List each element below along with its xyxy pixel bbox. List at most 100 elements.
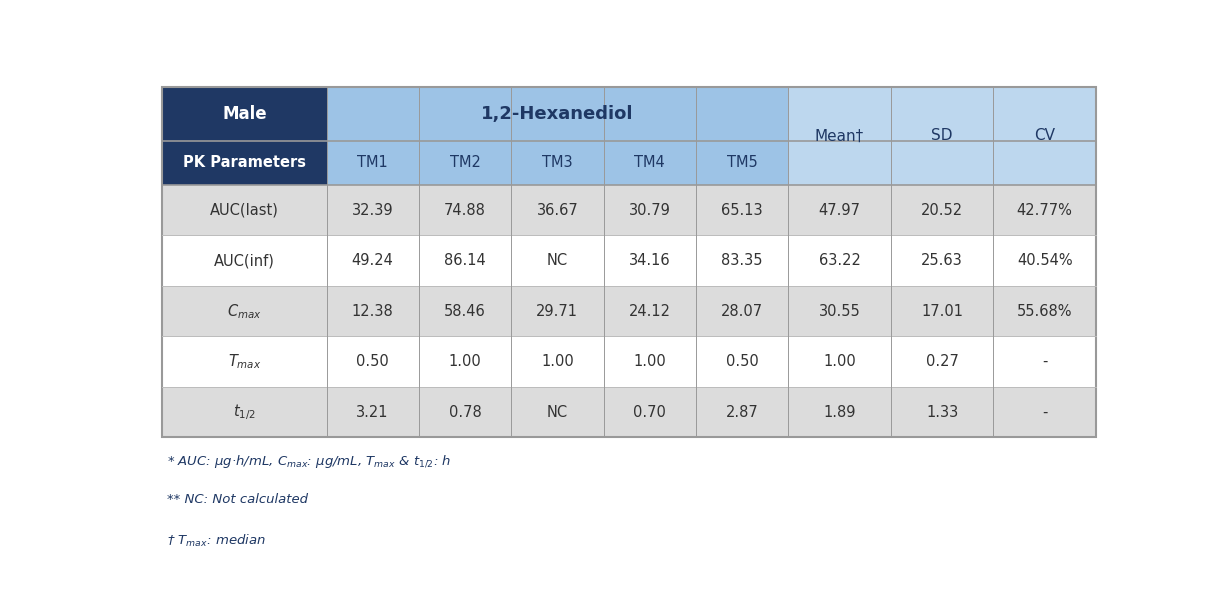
Bar: [511, 286, 603, 336]
Bar: [511, 141, 603, 185]
Text: 49.24: 49.24: [352, 253, 394, 268]
Text: 0.70: 0.70: [634, 405, 667, 419]
Bar: [511, 387, 603, 438]
Text: 1.00: 1.00: [823, 354, 856, 369]
Text: 47.97: 47.97: [818, 203, 861, 218]
Bar: [788, 387, 890, 438]
Bar: [788, 286, 890, 336]
Bar: [603, 236, 696, 286]
Bar: [993, 336, 1096, 387]
Text: 20.52: 20.52: [921, 203, 964, 218]
Text: 34.16: 34.16: [629, 253, 670, 268]
Text: NC: NC: [547, 253, 567, 268]
Bar: [890, 286, 993, 336]
Text: TM4: TM4: [635, 155, 665, 171]
Text: 17.01: 17.01: [921, 304, 963, 319]
Bar: [163, 87, 327, 141]
Bar: [327, 336, 418, 387]
Text: 1.89: 1.89: [823, 405, 856, 419]
Text: 40.54%: 40.54%: [1016, 253, 1073, 268]
Text: 0.50: 0.50: [356, 354, 389, 369]
Text: $C_{max}$: $C_{max}$: [227, 302, 262, 320]
Bar: [163, 336, 327, 387]
Text: 28.07: 28.07: [720, 304, 763, 319]
Text: 29.71: 29.71: [537, 304, 578, 319]
Bar: [696, 286, 788, 336]
Text: TM3: TM3: [542, 155, 572, 171]
Text: PK Parameters: PK Parameters: [183, 155, 306, 171]
Bar: [511, 336, 603, 387]
Text: * AUC: μg·h/mL, $C_{max}$: μg/mL, $T_{max}$ & $t_{1/2}$: h: * AUC: μg·h/mL, $C_{max}$: μg/mL, $T_{ma…: [168, 454, 451, 470]
Text: 1.00: 1.00: [541, 354, 574, 369]
Text: CV: CV: [1035, 129, 1055, 143]
Text: 2.87: 2.87: [725, 405, 758, 419]
Text: $t_{1/2}$: $t_{1/2}$: [234, 402, 256, 422]
Bar: [993, 387, 1096, 438]
Text: 42.77%: 42.77%: [1016, 203, 1073, 218]
Bar: [418, 286, 511, 336]
Text: TM1: TM1: [357, 155, 388, 171]
Bar: [511, 236, 603, 286]
Text: AUC(inf): AUC(inf): [214, 253, 275, 268]
Bar: [788, 185, 890, 236]
Bar: [696, 185, 788, 236]
Text: 1.00: 1.00: [449, 354, 482, 369]
Text: 0.78: 0.78: [449, 405, 482, 419]
Bar: [327, 236, 418, 286]
Text: AUC(last): AUC(last): [210, 203, 279, 218]
Text: 63.22: 63.22: [818, 253, 861, 268]
Bar: [890, 387, 993, 438]
Bar: [696, 141, 788, 185]
Text: 24.12: 24.12: [629, 304, 670, 319]
Bar: [418, 141, 511, 185]
Text: TM5: TM5: [726, 155, 757, 171]
Bar: [603, 387, 696, 438]
Text: 0.50: 0.50: [725, 354, 758, 369]
Text: 32.39: 32.39: [352, 203, 394, 218]
Bar: [696, 336, 788, 387]
Bar: [327, 87, 788, 141]
Bar: [418, 387, 511, 438]
Bar: [163, 141, 327, 185]
Text: -: -: [1042, 405, 1047, 419]
Text: † $T_{max}$: median: † $T_{max}$: median: [168, 533, 267, 549]
Bar: [788, 87, 890, 185]
Bar: [327, 141, 418, 185]
Bar: [163, 87, 1096, 438]
Text: 30.79: 30.79: [629, 203, 670, 218]
Text: 1.00: 1.00: [634, 354, 667, 369]
Text: 12.38: 12.38: [352, 304, 394, 319]
Bar: [993, 286, 1096, 336]
Text: Mean†: Mean†: [815, 129, 863, 143]
Bar: [163, 387, 327, 438]
Bar: [327, 387, 418, 438]
Bar: [993, 87, 1096, 185]
Bar: [511, 185, 603, 236]
Bar: [418, 185, 511, 236]
Text: 55.68%: 55.68%: [1016, 304, 1073, 319]
Bar: [327, 286, 418, 336]
Text: -: -: [1042, 354, 1047, 369]
Text: 1.33: 1.33: [926, 405, 958, 419]
Bar: [788, 336, 890, 387]
Bar: [163, 286, 327, 336]
Bar: [993, 236, 1096, 286]
Text: ** NC: Not calculated: ** NC: Not calculated: [168, 493, 308, 506]
Bar: [418, 236, 511, 286]
Text: TM2: TM2: [450, 155, 481, 171]
Text: 3.21: 3.21: [356, 405, 389, 419]
Bar: [603, 286, 696, 336]
Text: SD: SD: [932, 129, 953, 143]
Bar: [890, 185, 993, 236]
Bar: [603, 185, 696, 236]
Text: 74.88: 74.88: [444, 203, 486, 218]
Bar: [696, 387, 788, 438]
Text: 30.55: 30.55: [818, 304, 860, 319]
Text: Male: Male: [223, 105, 267, 123]
Text: NC: NC: [547, 405, 567, 419]
Text: $T_{max}$: $T_{max}$: [227, 352, 260, 371]
Bar: [788, 236, 890, 286]
Text: 25.63: 25.63: [921, 253, 963, 268]
Text: 83.35: 83.35: [722, 253, 763, 268]
Bar: [603, 141, 696, 185]
